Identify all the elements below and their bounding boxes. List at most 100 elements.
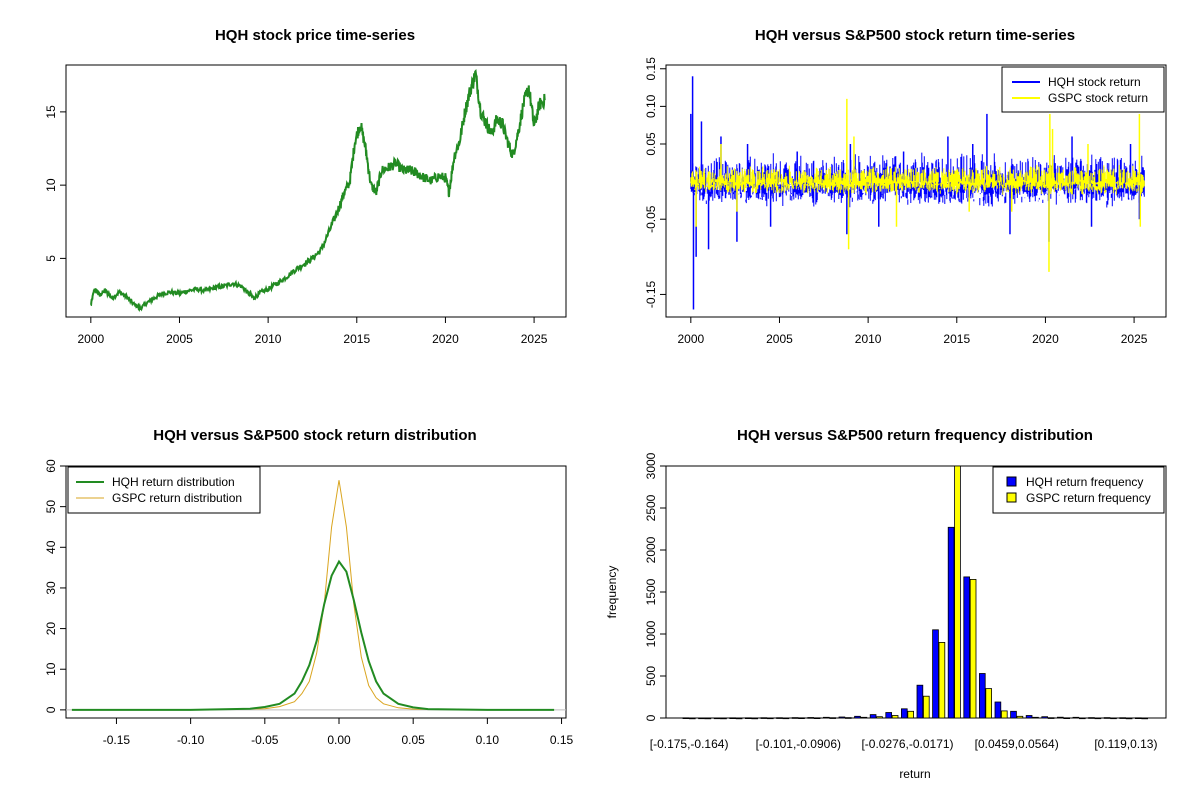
chart-title: HQH stock price time-series: [215, 27, 415, 44]
x-category-label: [0.119,0.13): [1094, 737, 1157, 751]
axis-ticks: -0.15 -0.10 -0.05 0.00 0.05 0.10 0.15 0 10 20 30 40…: [44, 459, 574, 747]
hqh-frequency-bar: [1103, 717, 1111, 719]
plot-frame: [65, 465, 567, 719]
gspc-frequency-bar: [985, 688, 992, 719]
gspc-frequency-bar: [923, 695, 930, 719]
gspc-frequency-bar: [782, 717, 790, 720]
hqh-frequency-bar: [1135, 717, 1142, 719]
y-tick-label: 2500: [644, 494, 658, 521]
gspc-frequency-bar: [1016, 715, 1024, 719]
hqh-frequency-bar: [994, 701, 1002, 719]
return-density-panel: HQH versus S&P500 stock return distribut…: [44, 427, 574, 747]
gspc-frequency-bar: [860, 716, 868, 719]
x-tick-label: 2000: [77, 332, 104, 346]
hqh-frequency-bar: [682, 717, 690, 719]
gspc-frequency-bar: [876, 716, 883, 719]
hqh-frequency-bar: [776, 717, 783, 719]
gspc-frequency-bar: [735, 717, 743, 720]
gspc-frequency-bar: [751, 717, 758, 720]
x-tick-label: -0.05: [251, 733, 279, 747]
hqh-frequency-bar: [1072, 716, 1080, 719]
y-axis-label: frequency: [605, 566, 619, 619]
legend-label-hqh: HQH return distribution: [112, 475, 235, 489]
gspc-frequency-bar: [1063, 717, 1071, 719]
axis-ticks: 2000 2005 2010 2015 2020 2025 5 10 15: [44, 105, 548, 346]
hqh-frequency-bar: [901, 708, 908, 719]
hqh-frequency-bar: [869, 714, 877, 719]
gspc-frequency-bar: [689, 717, 696, 720]
price-series-line: [90, 69, 546, 313]
legend-label-gspc: GSPC return frequency: [1026, 491, 1151, 505]
axis-ticks: 0 500 1000 1500 2000 2500 3000 [-0.175,-0.164) […: [644, 452, 1157, 751]
y-tick-label: 15: [44, 105, 58, 119]
x-tick-label: 2010: [855, 332, 882, 346]
legend-label-hqh: HQH stock return: [1048, 75, 1141, 89]
hqh-frequency-bar: [1010, 710, 1017, 719]
gspc-frequency-bar: [1001, 710, 1008, 719]
hqh-frequency-bar: [932, 629, 939, 719]
plot-frame: [65, 64, 567, 318]
gspc-frequency-bar: [829, 717, 836, 719]
legend-swatch-hqh: [1006, 476, 1017, 487]
hqh-frequency-bar: [729, 717, 736, 719]
hqh-frequency-bar: [1025, 715, 1033, 719]
legend-label-gspc: GSPC return distribution: [112, 491, 242, 505]
gspc-frequency-bar: [954, 465, 961, 719]
price-chart-panel: HQH stock price time-series 2000 2005 2010…: [44, 27, 567, 346]
return-frequency-panel: HQH versus S&P500 return frequency distr…: [605, 427, 1167, 781]
x-tick-label: 0.10: [476, 733, 500, 747]
hqh-frequency-bar: [1057, 716, 1064, 719]
legend-box: [992, 466, 1165, 514]
legend: HQH return frequency GSPC return frequen…: [992, 466, 1165, 514]
gspc-frequency-bar: [1094, 717, 1102, 720]
x-tick-label: 2015: [343, 332, 370, 346]
x-tick-label: 2025: [1121, 332, 1148, 346]
legend: HQH return distribution GSPC return dist…: [67, 466, 261, 514]
legend-label-hqh: HQH return frequency: [1026, 475, 1143, 489]
x-tick-label: 2020: [432, 332, 459, 346]
y-tick-label: 40: [44, 540, 58, 554]
gspc-frequency-bar: [1032, 716, 1039, 719]
gspc-return-series: [690, 98, 1145, 272]
x-tick-label: 2005: [766, 332, 793, 346]
gspc-frequency-bar: [907, 710, 914, 719]
y-tick-label: 10: [44, 662, 58, 676]
gspc-frequency-bar: [704, 717, 712, 720]
x-tick-label: -0.15: [103, 733, 131, 747]
hqh-frequency-bar: [916, 684, 924, 719]
gspc-frequency-bar: [891, 715, 899, 719]
hqh-frequency-bar: [713, 717, 721, 720]
x-axis-label: return: [899, 767, 930, 781]
hqh-frequency-bar: [838, 716, 846, 719]
hqh-frequency-bar: [823, 716, 830, 719]
hqh-frequency-bar: [979, 673, 986, 719]
hqh-frequency-bar: [745, 717, 752, 719]
hqh-frequency-bar: [791, 717, 799, 719]
hqh-frequency-bar: [854, 715, 861, 719]
y-tick-label: 30: [44, 581, 58, 595]
y-tick-label: 2000: [644, 536, 658, 563]
hqh-frequency-bar: [760, 717, 768, 719]
hqh-frequency-bar: [885, 712, 892, 719]
hqh-frequency-bar: [1119, 717, 1127, 719]
gspc-frequency-bar: [1125, 717, 1133, 720]
hqh-frequency-bar: [1088, 717, 1095, 719]
hqh-frequency-bar: [1041, 716, 1049, 719]
gspc-frequency-bar: [813, 717, 821, 719]
plot-frame: [665, 64, 1167, 318]
legend-label-gspc: GSPC stock return: [1048, 91, 1148, 105]
x-category-label: [0.0459,0.0564): [975, 737, 1059, 751]
x-category-label: [-0.101,-0.0906): [756, 737, 841, 751]
y-tick-label: 0: [44, 706, 58, 713]
x-category-label: [-0.0276,-0.0171): [861, 737, 953, 751]
x-tick-label: 2000: [677, 332, 704, 346]
gspc-frequency-bar: [1110, 717, 1117, 720]
chart-title: HQH versus S&P500 return frequency distr…: [737, 427, 1093, 444]
y-tick-label: 50: [44, 500, 58, 514]
y-tick-label: 10: [44, 178, 58, 192]
hqh-frequency-bar: [947, 526, 955, 719]
y-tick-label: 500: [644, 666, 658, 686]
y-tick-label: 20: [44, 622, 58, 636]
gspc-frequency-bar: [1141, 717, 1149, 720]
y-tick-label: 0.10: [644, 94, 658, 118]
